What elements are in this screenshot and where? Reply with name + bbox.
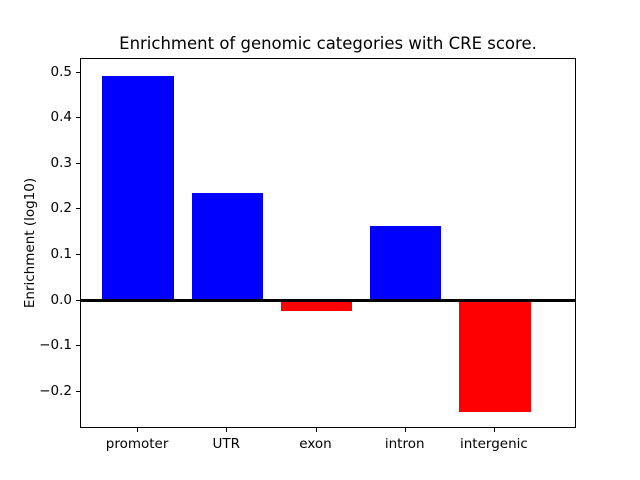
chart-title: Enrichment of genomic categories with CR… <box>119 34 537 53</box>
x-tick-label-exon: exon <box>299 436 332 452</box>
x-tick <box>137 428 139 432</box>
bar-promoter <box>102 75 174 301</box>
y-tick-label: 0.2 <box>50 200 72 217</box>
x-tick <box>404 428 406 432</box>
x-tick <box>493 428 495 432</box>
bar-exon <box>280 300 353 311</box>
y-tick <box>76 71 80 73</box>
y-tick <box>76 345 80 347</box>
y-tick-label: 0.0 <box>50 291 72 308</box>
y-tick-label: 0.5 <box>50 63 72 80</box>
y-axis-label: Enrichment (log10) <box>22 177 38 309</box>
x-tick-label-UTR: UTR <box>212 436 241 452</box>
y-tick <box>76 162 80 164</box>
y-tick <box>76 390 80 392</box>
bar-intergenic <box>459 300 531 413</box>
bar-UTR <box>191 193 263 301</box>
plot-area <box>80 58 576 428</box>
x-tick-label-intergenic: intergenic <box>459 436 528 452</box>
y-tick <box>76 117 80 119</box>
y-tick-label: 0.1 <box>50 245 72 262</box>
bar-intron <box>370 226 442 301</box>
y-tick-label: −0.2 <box>39 382 72 399</box>
x-tick <box>315 428 317 432</box>
y-tick-label: 0.3 <box>50 154 72 171</box>
y-tick <box>76 208 80 210</box>
y-tick-label: −0.1 <box>39 337 72 354</box>
x-tick-label-intron: intron <box>384 436 425 452</box>
zero-line <box>81 299 575 302</box>
y-tick <box>76 299 80 301</box>
x-tick <box>226 428 228 432</box>
y-tick-label: 0.4 <box>50 109 72 126</box>
x-tick-label-promoter: promoter <box>105 436 169 452</box>
y-tick <box>76 253 80 255</box>
